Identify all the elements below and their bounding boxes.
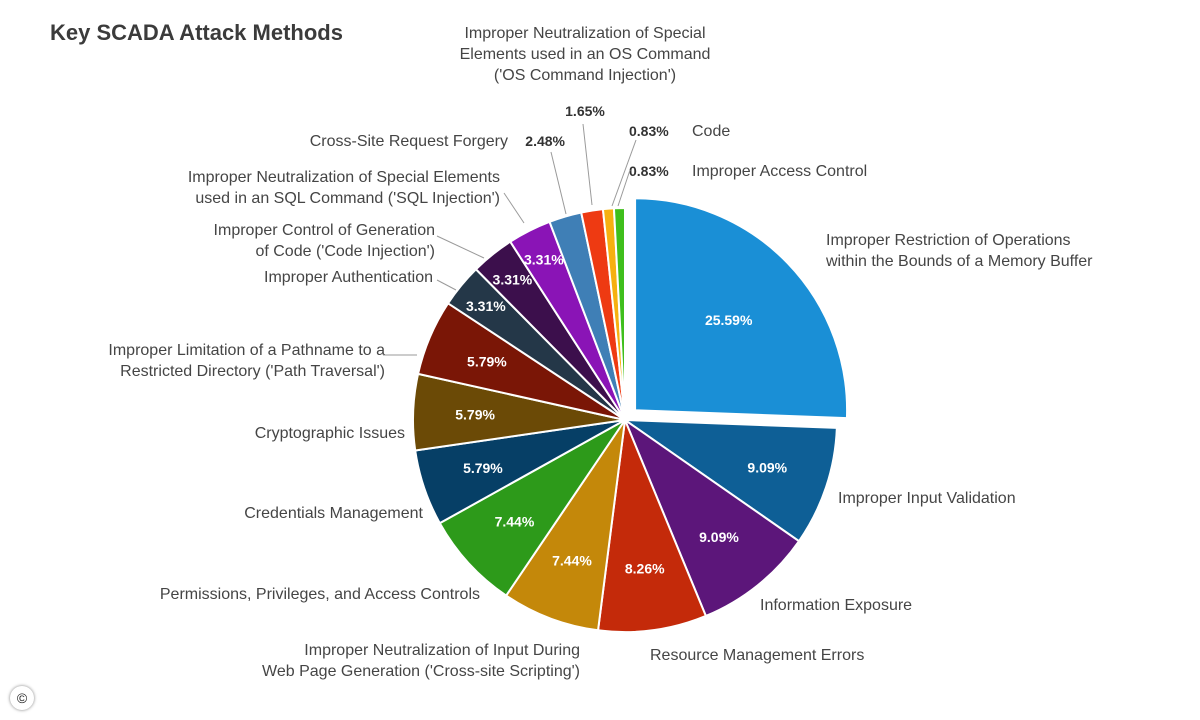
data-label: 3.31%: [524, 251, 564, 267]
category-label: Code: [692, 123, 730, 140]
category-label: Permissions, Privileges, and Access Cont…: [160, 586, 480, 603]
pie-slice: [622, 417, 801, 618]
copyright-icon: ©: [10, 686, 34, 710]
pie-slice: [504, 419, 626, 632]
data-label: 25.59%: [705, 312, 753, 328]
leader-line: [436, 235, 485, 259]
pie-slice: [596, 416, 708, 633]
category-label: Improper Neutralization of Input During W…: [262, 642, 580, 680]
category-label: Cryptographic Issues: [255, 425, 405, 442]
data-label: 9.09%: [699, 529, 739, 545]
leader-line: [503, 192, 525, 224]
category-label: Improper Restriction of Operations within…: [825, 232, 1093, 270]
data-label: 3.31%: [493, 272, 533, 288]
pie-slice: [438, 419, 626, 597]
data-label: 3.31%: [466, 298, 506, 314]
category-label: Information Exposure: [760, 597, 912, 614]
category-label: Improper Authentication: [264, 269, 433, 286]
data-label: 2.48%: [525, 133, 565, 149]
data-label: 0.83%: [629, 163, 669, 179]
pie-slice: [621, 418, 838, 543]
category-label: Improper Neutralization of Special Elemen…: [460, 25, 711, 84]
category-label: Credentials Management: [244, 505, 423, 522]
category-label: Resource Management Errors: [650, 647, 864, 664]
leader-line: [550, 151, 567, 215]
data-label: 1.65%: [565, 103, 605, 119]
data-label: 0.83%: [629, 123, 669, 139]
pie-slice: [634, 197, 849, 420]
leader-line: [582, 123, 593, 206]
data-label: 5.79%: [463, 460, 503, 476]
data-label: 7.44%: [495, 513, 535, 529]
leader-line: [611, 139, 637, 207]
category-label: Improper Control of Generation of Code ('…: [214, 222, 435, 260]
category-label: Improper Neutralization of Special Eleme…: [188, 169, 500, 207]
category-label: Improper Limitation of a Pathname to a Re…: [108, 342, 385, 380]
category-label: Cross-Site Request Forgery: [310, 133, 508, 150]
pie-slice: [612, 206, 626, 421]
data-label: 7.44%: [552, 552, 592, 568]
leader-line: [436, 279, 457, 291]
leader-line: [617, 169, 631, 207]
data-label: 5.79%: [467, 353, 507, 369]
chart-title: Key SCADA Attack Methods: [50, 20, 343, 45]
data-label: 9.09%: [747, 460, 787, 476]
data-label: 5.79%: [455, 406, 495, 422]
category-label: Improper Input Validation: [838, 490, 1016, 507]
data-label: 8.26%: [625, 561, 665, 577]
category-label: Improper Access Control: [692, 163, 867, 180]
